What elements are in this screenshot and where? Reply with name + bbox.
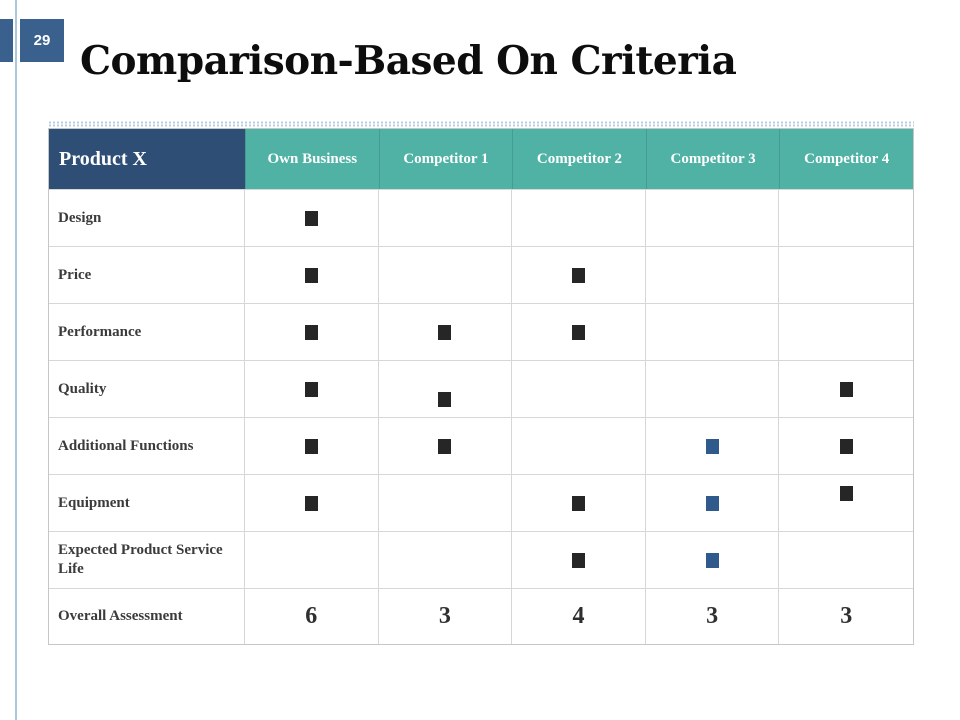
table-row: Quality (49, 360, 913, 417)
dark-square-mark (571, 552, 585, 568)
mark-cell (512, 303, 646, 360)
mark-cell (779, 417, 913, 474)
summary-value-cell: 6 (245, 588, 379, 644)
mark-cell (512, 531, 646, 588)
table-row: Design (49, 189, 913, 246)
summary-row: Overall Assessment 6 3 4 3 3 (49, 588, 913, 644)
mark-cell (779, 189, 913, 246)
slide-number-badge: 29 (20, 19, 64, 62)
column-header-cell: Competitor 3 (645, 129, 780, 189)
dark-square-mark (304, 324, 318, 340)
row-label: Quality (49, 360, 245, 417)
vertical-accent-line (15, 0, 17, 720)
mark-cell (645, 474, 780, 531)
comparison-table: Product X Own Business Competitor 1 Compet… (48, 128, 914, 645)
summary-value: 3 (840, 603, 853, 629)
row-label: Additional Functions (49, 417, 245, 474)
mark-cell (245, 246, 379, 303)
mark-cell (245, 474, 379, 531)
corner-header-cell: Product X (49, 129, 245, 189)
table-row: Performance (49, 303, 913, 360)
row-label: Expected Product Service Life (49, 531, 245, 588)
mark-cell (512, 246, 646, 303)
mark-cell (378, 417, 513, 474)
row-label: Design (49, 189, 245, 246)
slide-edge-accent (0, 19, 13, 62)
mark-cell (779, 246, 913, 303)
dark-square-mark (438, 391, 452, 407)
mark-cell (779, 474, 913, 531)
dark-square-mark (571, 267, 585, 283)
mark-cell (645, 531, 780, 588)
mark-cell (779, 303, 913, 360)
table-row: Price (49, 246, 913, 303)
column-header-cell: Competitor 1 (378, 129, 513, 189)
summary-value-cell: 4 (512, 588, 646, 644)
dark-square-mark (304, 210, 318, 226)
dark-square-mark (304, 495, 318, 511)
column-header-cell: Competitor 4 (779, 129, 913, 189)
summary-value: 4 (572, 603, 585, 629)
dark-square-mark (571, 495, 585, 511)
mark-cell (245, 189, 379, 246)
mark-cell (645, 360, 780, 417)
mark-cell (512, 360, 646, 417)
mark-cell (245, 417, 379, 474)
dark-square-mark (839, 485, 853, 501)
row-label: Price (49, 246, 245, 303)
dark-square-mark (304, 438, 318, 454)
mark-cell (245, 303, 379, 360)
summary-value: 3 (706, 603, 719, 629)
dark-square-mark (839, 438, 853, 454)
summary-value: 6 (305, 603, 318, 629)
mark-cell (779, 360, 913, 417)
dark-square-mark (304, 267, 318, 283)
mark-cell (645, 189, 780, 246)
row-label: Equipment (49, 474, 245, 531)
mark-cell (378, 360, 513, 417)
mark-cell (512, 189, 646, 246)
column-header-cell: Own Business (245, 129, 379, 189)
table-row: Equipment (49, 474, 913, 531)
table-dotted-top-border (48, 121, 914, 127)
table-row: Additional Functions (49, 417, 913, 474)
blue-square-mark (705, 552, 719, 568)
row-label: Performance (49, 303, 245, 360)
summary-label: Overall Assessment (49, 588, 245, 644)
column-header-cell: Competitor 2 (512, 129, 646, 189)
table-row: Expected Product Service Life (49, 531, 913, 588)
mark-cell (512, 417, 646, 474)
dark-square-mark (839, 381, 853, 397)
mark-cell (378, 246, 513, 303)
summary-value-cell: 3 (645, 588, 780, 644)
summary-value-cell: 3 (779, 588, 913, 644)
mark-cell (645, 303, 780, 360)
dark-square-mark (438, 324, 452, 340)
dark-square-mark (304, 381, 318, 397)
dark-square-mark (438, 438, 452, 454)
summary-value: 3 (438, 603, 451, 629)
mark-cell (645, 246, 780, 303)
mark-cell (378, 189, 513, 246)
mark-cell (378, 531, 513, 588)
mark-cell (779, 531, 913, 588)
mark-cell (245, 531, 379, 588)
slide-title: Comparison-Based On Criteria (80, 38, 737, 85)
slide-number: 29 (33, 32, 51, 49)
mark-cell (245, 360, 379, 417)
summary-value-cell: 3 (378, 588, 513, 644)
dark-square-mark (571, 324, 585, 340)
blue-square-mark (705, 438, 719, 454)
mark-cell (512, 474, 646, 531)
mark-cell (378, 474, 513, 531)
mark-cell (378, 303, 513, 360)
table-header-row: Product X Own Business Competitor 1 Compet… (49, 129, 913, 189)
blue-square-mark (705, 495, 719, 511)
mark-cell (645, 417, 780, 474)
table-body: Design Price Performance Quality Additional … (49, 189, 913, 588)
